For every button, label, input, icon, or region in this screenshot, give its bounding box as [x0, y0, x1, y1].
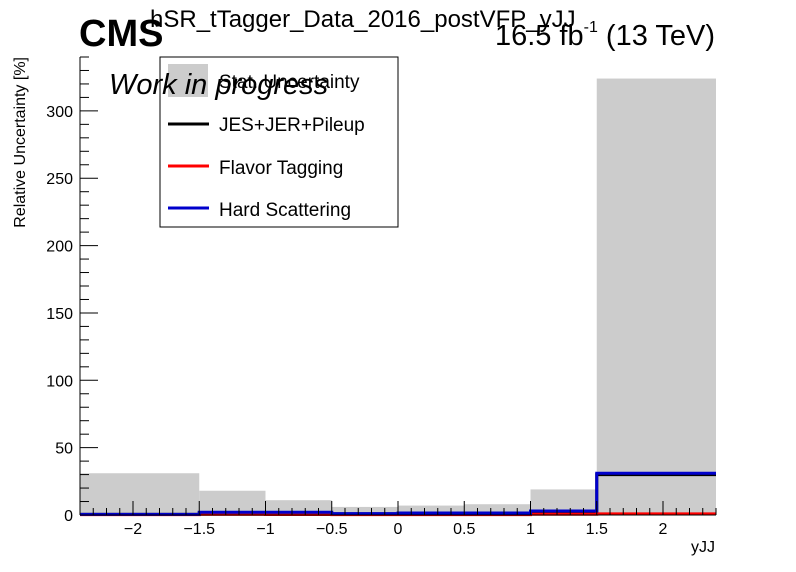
- x-tick-label: 2: [659, 521, 668, 538]
- legend-label-hard: Hard Scattering: [219, 200, 351, 221]
- lumi-label: 16.5 fb-1 (13 TeV): [495, 19, 715, 52]
- y-tick-label: 300: [46, 104, 73, 121]
- x-tick-label: −2: [124, 521, 142, 538]
- legend-label-jes: JES+JER+Pileup: [219, 115, 365, 136]
- stat-bar-bin-0: [80, 473, 200, 515]
- legend-swatch-stat: [168, 64, 208, 97]
- x-axis-label: yJJ: [691, 539, 715, 556]
- legend-label-stat: Stat. Uncertainty: [219, 72, 360, 93]
- y-tick-label: 50: [55, 441, 73, 458]
- stat-bar-bin-7: [596, 78, 716, 515]
- x-tick-label: 1.5: [586, 521, 608, 538]
- y-tick-label: 200: [46, 239, 73, 256]
- x-tick-label: −0.5: [316, 521, 348, 538]
- stat-bar-bin-3: [331, 506, 398, 515]
- x-tick-label: 1: [526, 521, 535, 538]
- y-tick-label: 0: [64, 508, 73, 525]
- stat-bar-bin-5: [464, 504, 531, 515]
- axes: −2 −1.5 −1 −0.5 0 0.5 1 1.5 2 0 50 100 150 200 250 300: [46, 56, 717, 538]
- x-tick-label: 0: [394, 521, 403, 538]
- x-tick-label: −1: [256, 521, 274, 538]
- energy-label: (13 TeV): [598, 20, 715, 52]
- y-axis-label: Relative Uncertainty [%]: [12, 57, 29, 228]
- lumi-exponent: -1: [584, 19, 598, 36]
- lumi-value: 16.5 fb: [495, 20, 584, 52]
- stat-bar-bin-4: [398, 505, 465, 515]
- work-in-progress-label: Work in progress: [109, 69, 328, 101]
- legend: Stat. Uncertainty JES+JER+Pileup Flavor …: [159, 56, 399, 228]
- cms-label: CMS: [79, 13, 163, 55]
- y-tick-label: 150: [46, 306, 73, 323]
- legend-label-flavor: Flavor Tagging: [219, 158, 343, 179]
- y-tick-label: 250: [46, 171, 73, 188]
- y-tick-label: 100: [46, 373, 73, 390]
- chart-title: hSR_tTagger_Data_2016_postVFP_yJJ: [150, 6, 576, 33]
- x-tick-label: 0.5: [453, 521, 475, 538]
- x-tick-label: −1.5: [183, 521, 215, 538]
